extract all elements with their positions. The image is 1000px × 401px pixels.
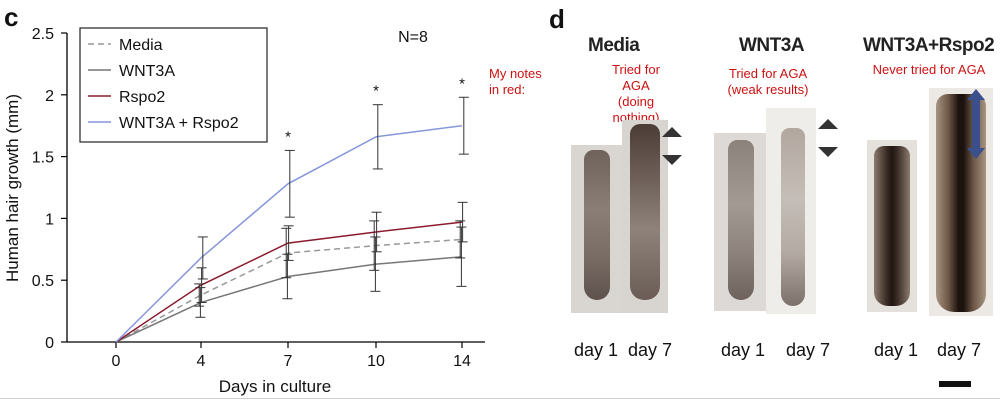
y-tick-label: 0 bbox=[45, 335, 54, 352]
wnt3a-growth-arrows bbox=[818, 119, 838, 157]
wnt3a-note: Tried for AGA (weak results) bbox=[720, 66, 816, 98]
media-day1-label: day 1 bbox=[574, 340, 619, 360]
x-tick-label: 7 bbox=[284, 353, 293, 370]
wnt3a-rspo2-day1-label: day 1 bbox=[874, 340, 919, 360]
legend-label: Media bbox=[119, 37, 163, 54]
media-day7-hair bbox=[630, 124, 660, 300]
scale-bar bbox=[939, 381, 971, 387]
x-axis-label: Days in culture bbox=[219, 377, 331, 396]
wnt3a-rspo2-growth-arrow bbox=[967, 89, 985, 159]
x-tick-label: 10 bbox=[367, 353, 385, 370]
x-tick-label: 4 bbox=[197, 353, 206, 370]
notes-label-line-1: My notes bbox=[489, 66, 542, 81]
wnt3a-day1-label: day 1 bbox=[721, 340, 766, 360]
media-note: Tried for AGA (doing nothing) bbox=[597, 62, 675, 126]
y-tick-label: 2 bbox=[45, 88, 54, 105]
significance-star: * bbox=[373, 83, 379, 100]
y-tick-label: 1.5 bbox=[32, 150, 54, 167]
media-title: Media bbox=[588, 35, 640, 56]
media-note-line-1: Tried for AGA bbox=[612, 62, 660, 93]
wnt3a-day7-label: day 7 bbox=[786, 340, 831, 360]
series-line-wnt3a bbox=[115, 255, 463, 343]
x-tick-label: 0 bbox=[112, 353, 121, 370]
wnt3a-note-line-1: Tried for AGA bbox=[728, 66, 808, 81]
legend-label: Rspo2 bbox=[119, 89, 165, 106]
series-line-media bbox=[115, 238, 463, 343]
significance-star: * bbox=[459, 75, 465, 92]
panel-c-letter: c bbox=[4, 2, 19, 32]
growth-chart: Human hair growth (mm) Days in culture N… bbox=[3, 26, 485, 396]
wnt3a-title: WNT3A bbox=[739, 35, 805, 56]
series-line-wnt3a-rspo2 bbox=[115, 124, 463, 343]
media-day1-hair bbox=[584, 150, 610, 300]
wnt3a-rspo2-title: WNT3A+Rspo2 bbox=[863, 35, 995, 56]
legend-box bbox=[79, 27, 268, 143]
wnt3a-day1-hair bbox=[728, 140, 754, 300]
wnt3a-rspo2-day7-label: day 7 bbox=[937, 340, 982, 360]
wnt3a-rspo2-note-line-1: Never tried for AGA bbox=[872, 62, 986, 77]
x-tick-label: 14 bbox=[453, 353, 471, 370]
chart-title: N=8 bbox=[398, 29, 428, 46]
media-day7-label: day 7 bbox=[628, 340, 673, 360]
legend: Media WNT3A Rspo2 WNT3A + Rspo2 bbox=[79, 27, 268, 143]
wnt3a-day7-hair bbox=[781, 128, 805, 306]
y-tick-label: 1 bbox=[45, 211, 54, 228]
legend-label: WNT3A bbox=[119, 63, 175, 80]
notes-label-line-2: in red: bbox=[489, 82, 526, 97]
panel-d-letter: d bbox=[549, 4, 565, 34]
bottom-rule bbox=[0, 398, 1000, 399]
y-tick-label: 2.5 bbox=[32, 26, 54, 43]
significance-star: * bbox=[285, 128, 291, 145]
y-axis-label: Human hair growth (mm) bbox=[3, 94, 22, 282]
y-tick-label: 0.5 bbox=[32, 273, 54, 290]
notes-label: My notes in red: bbox=[489, 66, 542, 98]
wnt3a-rspo2-day1-hair bbox=[874, 146, 910, 306]
series-line-rspo2 bbox=[115, 221, 463, 343]
wnt3a-note-line-2: (weak results) bbox=[727, 82, 809, 97]
media-growth-arrows bbox=[662, 127, 682, 165]
wnt3a-rspo2-note: Never tried for AGA bbox=[866, 62, 992, 78]
legend-label: WNT3A + Rspo2 bbox=[119, 115, 239, 132]
